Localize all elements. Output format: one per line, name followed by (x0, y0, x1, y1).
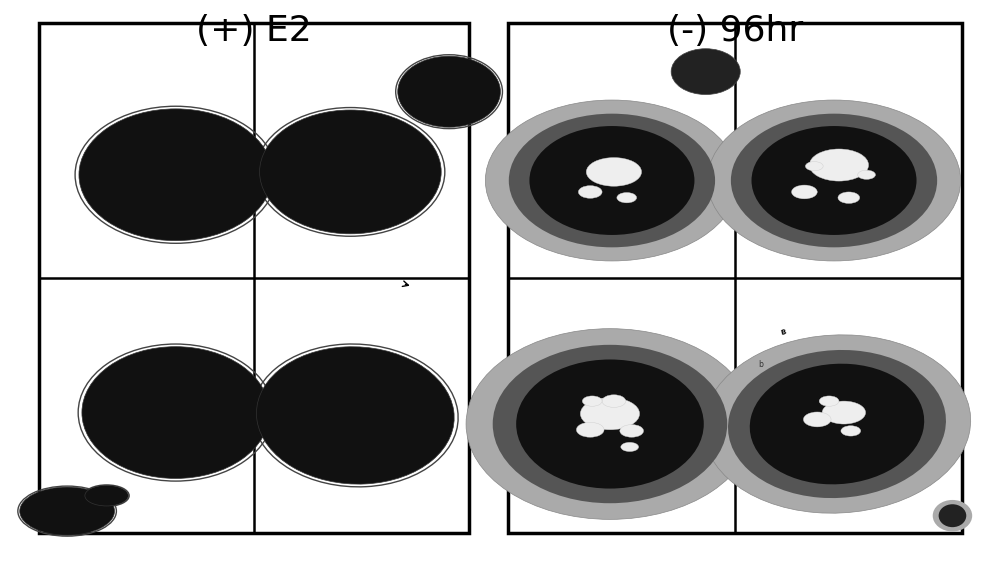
Ellipse shape (938, 504, 965, 527)
Ellipse shape (805, 162, 822, 171)
Ellipse shape (818, 396, 838, 406)
Ellipse shape (750, 126, 916, 235)
Ellipse shape (578, 186, 601, 198)
Ellipse shape (580, 398, 639, 430)
Ellipse shape (485, 100, 738, 261)
Ellipse shape (259, 110, 441, 234)
Bar (508, 23, 961, 533)
Ellipse shape (932, 500, 971, 532)
Text: b: b (757, 360, 762, 368)
Ellipse shape (728, 350, 945, 498)
Ellipse shape (397, 56, 500, 127)
Ellipse shape (837, 192, 859, 203)
Ellipse shape (670, 49, 740, 95)
Ellipse shape (20, 487, 114, 535)
Ellipse shape (791, 185, 816, 199)
Ellipse shape (809, 149, 868, 181)
Ellipse shape (619, 425, 643, 437)
Ellipse shape (749, 364, 923, 484)
Ellipse shape (256, 347, 454, 484)
Ellipse shape (528, 126, 694, 235)
Ellipse shape (803, 412, 830, 427)
Ellipse shape (601, 395, 625, 407)
Ellipse shape (857, 170, 875, 179)
Text: (-) 96hr: (-) 96hr (667, 14, 803, 48)
Ellipse shape (79, 109, 272, 241)
Ellipse shape (821, 401, 865, 424)
Ellipse shape (707, 100, 959, 261)
Text: B: B (779, 329, 786, 336)
Ellipse shape (582, 396, 601, 406)
Ellipse shape (586, 158, 641, 186)
Ellipse shape (85, 485, 128, 506)
Ellipse shape (516, 359, 703, 489)
Text: (+) E2: (+) E2 (195, 14, 312, 48)
Ellipse shape (620, 442, 638, 452)
Bar (39, 23, 468, 533)
Ellipse shape (82, 347, 269, 478)
Ellipse shape (509, 113, 714, 248)
Ellipse shape (840, 426, 860, 436)
Ellipse shape (492, 345, 727, 503)
Ellipse shape (465, 329, 753, 519)
Ellipse shape (730, 113, 937, 248)
Ellipse shape (616, 193, 636, 203)
Ellipse shape (703, 335, 969, 513)
Ellipse shape (576, 422, 603, 437)
